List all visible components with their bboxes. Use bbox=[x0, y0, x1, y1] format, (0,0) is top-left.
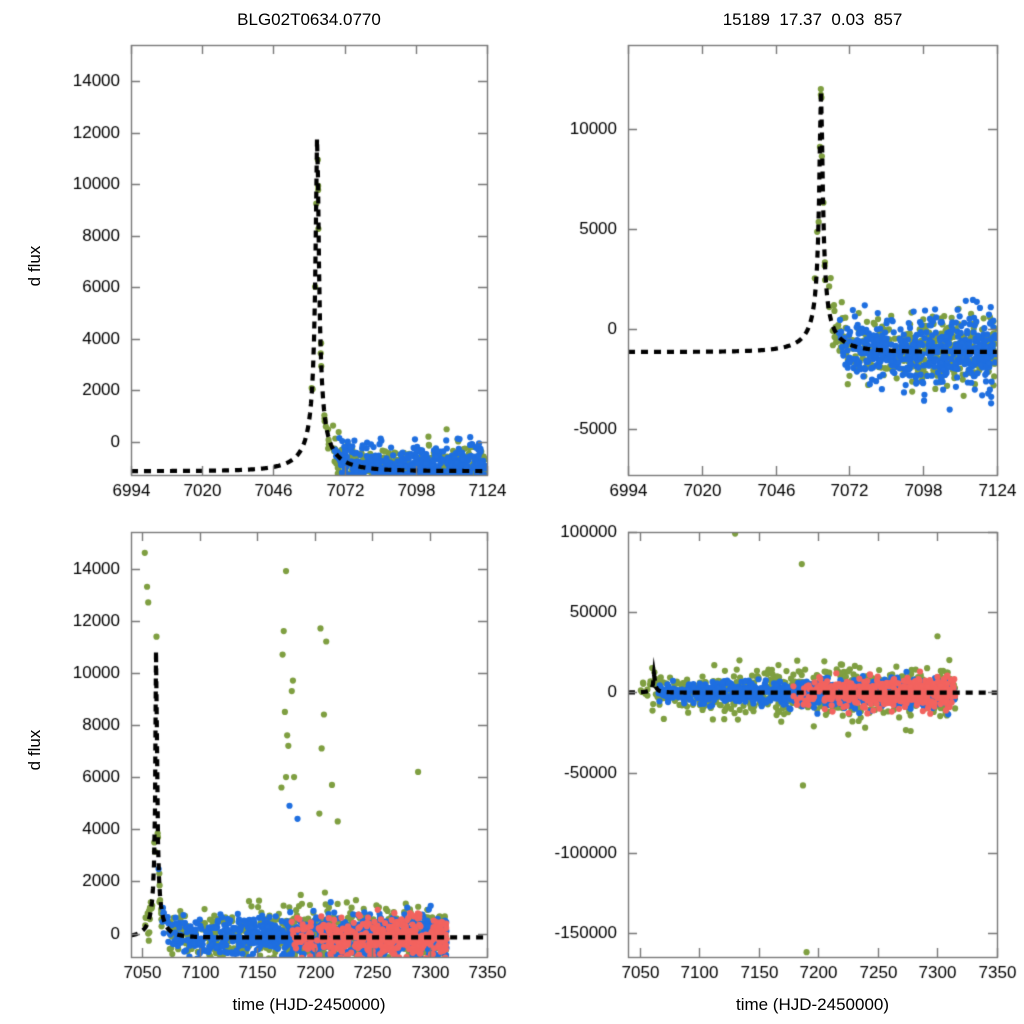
panel-title-top-left: BLG02T0634.0770 bbox=[237, 10, 381, 29]
panel-title-top-right: 15189 17.37 0.03 857 bbox=[722, 10, 903, 29]
x-axis-label-bottom-right: time (HJD-2450000) bbox=[735, 995, 890, 1014]
y-axis-label-bottom-left: d flux bbox=[25, 729, 44, 771]
y-axis-label-top-left: d flux bbox=[25, 245, 44, 287]
x-axis-label-bottom-left: time (HJD-2450000) bbox=[232, 995, 386, 1014]
